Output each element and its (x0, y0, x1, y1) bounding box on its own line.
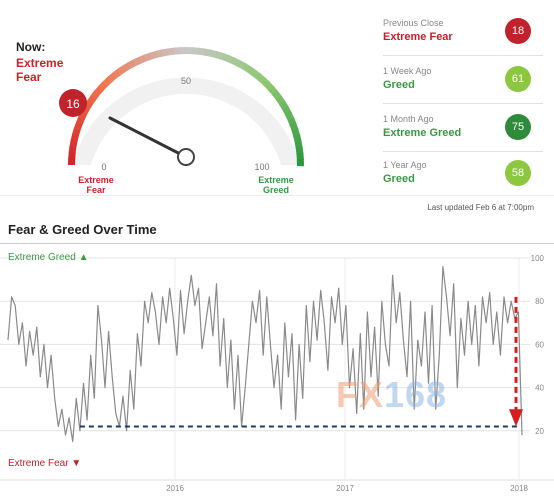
y-tick-label: 40 (535, 384, 544, 393)
history-title: 1 Month Ago (383, 114, 434, 124)
gauge-needle (108, 116, 188, 159)
fear-greed-series-line (7, 266, 523, 443)
history-item-1-month-ago: 1 Month Ago Extreme Greed 75 (383, 114, 543, 140)
watermark-num: 168 (384, 374, 448, 415)
gauge-bg (72, 77, 300, 165)
gauge-arc-segment (179, 47, 188, 55)
x-tick-label: 2016 (166, 484, 184, 493)
history-status: Extreme Greed (383, 127, 462, 139)
history-value-badge: 61 (505, 66, 531, 92)
gauge-arc-segment (197, 47, 206, 56)
gauge-arc-segment (155, 49, 164, 58)
gauge-arc-segment (191, 47, 200, 55)
gauge-arc-segment (293, 134, 302, 143)
history-divider (383, 103, 543, 104)
history-status: Greed (383, 79, 415, 91)
fear-greed-gauge: 0 50 100 Extreme Fear Extreme Greed 16 (59, 47, 304, 195)
now-value: Extreme Fear (16, 56, 76, 84)
fear-greed-line-chart: 20 40 60 80 100 2016 2017 2018 Extreme Greed ▲ Ex… (0, 252, 554, 493)
gauge-value-badge (59, 89, 87, 117)
gauge-left-caption-1: Extreme (78, 175, 114, 185)
gauge-arc-segment (68, 151, 76, 160)
gauge-needle-hub (177, 148, 195, 166)
x-tick-label: 2017 (336, 484, 354, 493)
history-item-1-year-ago: 1 Year Ago Greed 58 (383, 160, 543, 186)
watermark-fx: FX (336, 374, 385, 415)
x-tick-label: 2018 (510, 484, 528, 493)
gauge-arc-segment (161, 48, 170, 57)
gauge-label-min: 0 (101, 162, 106, 172)
y-tick-label: 20 (535, 427, 544, 436)
decline-arrow-head (509, 409, 523, 427)
history-title: Previous Close (383, 18, 444, 28)
gauge-arc-segment (294, 140, 303, 149)
gauge-left-caption-2: Fear (86, 185, 106, 195)
history-title: 1 Week Ago (383, 66, 432, 76)
gauge-arc-segment (173, 47, 182, 55)
history-value-badge: 75 (505, 114, 531, 140)
gauge-arc-segment (68, 145, 77, 154)
history-status: Greed (383, 173, 415, 185)
last-updated-text: Last updated Feb 6 at 7:00pm (427, 203, 534, 212)
gauge-arc-segment (296, 158, 304, 167)
gauge-label-mid: 50 (181, 76, 191, 86)
gauge-arc-segment (186, 47, 194, 55)
y-tick-label: 80 (535, 297, 544, 306)
history-item-previous-close: Previous Close Extreme Fear 18 (383, 18, 543, 44)
history-value-badge: 58 (505, 160, 531, 186)
history-item-1-week-ago: 1 Week Ago Greed 61 (383, 66, 543, 92)
gauge-label-max: 100 (254, 162, 269, 172)
history-divider (383, 55, 543, 56)
section-divider (0, 195, 554, 196)
gauge-value-text: 16 (66, 97, 80, 111)
chart-title: Fear & Greed Over Time (8, 222, 157, 237)
now-label: Now: (16, 40, 46, 54)
gauge-arc-segment (68, 157, 76, 165)
fx168-watermark: FX168 (336, 374, 447, 416)
y-tick-label: 100 (531, 254, 545, 263)
now-value-line-2: Fear (16, 70, 42, 84)
gauge-arc-segment (167, 47, 176, 56)
history-value-badge: 18 (505, 18, 531, 44)
now-value-line-1: Extreme (16, 56, 64, 70)
history-status: Extreme Fear (383, 31, 453, 43)
history-title: 1 Year Ago (383, 160, 427, 170)
gauge-arc-segment (295, 146, 304, 155)
history-divider (383, 151, 543, 152)
gauge-arc-segment (296, 152, 304, 161)
chart-title-divider (0, 243, 554, 244)
extreme-greed-label: Extreme Greed ▲ (8, 252, 88, 263)
gauge-right-caption-2: Greed (263, 185, 289, 195)
gauge-right-caption-1: Extreme (258, 175, 294, 185)
extreme-fear-label: Extreme Fear ▼ (8, 458, 81, 469)
y-tick-label: 60 (535, 340, 544, 349)
